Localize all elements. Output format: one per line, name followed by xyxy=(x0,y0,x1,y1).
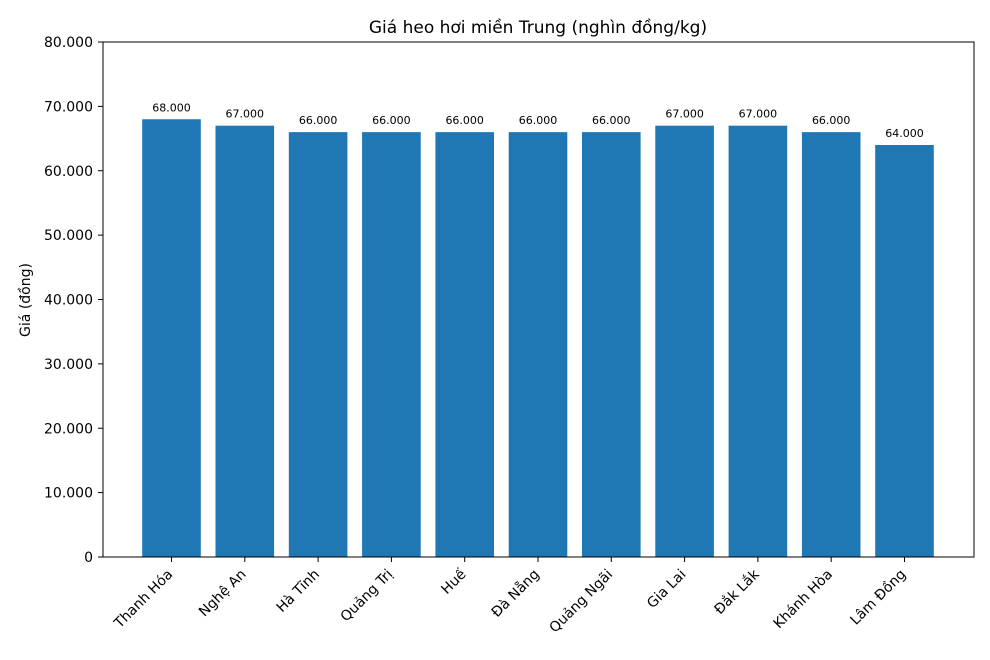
data-labels: 68.000 67.000 66.000 66.000 66.000 66.000 66.0… xyxy=(152,101,924,140)
bar-value-label: 66.000 xyxy=(372,114,411,127)
bar-value-label: 66.000 xyxy=(299,114,338,127)
x-tick-label: Nghệ An xyxy=(196,567,250,621)
y-tick-label: 40.000 xyxy=(44,293,93,309)
x-tick-label: Lâm Đồng xyxy=(847,566,910,629)
bar-value-label: 66.000 xyxy=(445,114,484,127)
x-axis-ticks: Thanh Hóa Nghệ An Hà Tĩnh Quảng Trị Huế Đà Nẵ… xyxy=(111,557,910,637)
bar-value-label: 67.000 xyxy=(739,108,778,121)
y-tick-label: 80.000 xyxy=(44,35,93,51)
y-tick-label: 70.000 xyxy=(44,99,93,115)
y-tick-label: 30.000 xyxy=(44,357,93,373)
x-tick-label: Đà Nẵng xyxy=(488,566,543,621)
plot-frame xyxy=(102,41,975,558)
y-tick-label: 60.000 xyxy=(44,164,93,180)
x-tick-label: Đắk Lắk xyxy=(711,565,764,618)
bar-value-label: 67.000 xyxy=(226,108,265,121)
bar xyxy=(288,132,348,557)
bar-value-label: 67.000 xyxy=(665,108,704,121)
bar xyxy=(582,132,641,557)
x-tick-label: Thanh Hóa xyxy=(111,567,177,633)
bar-value-label: 68.000 xyxy=(152,101,191,114)
y-axis-label: Giá (đồng) xyxy=(17,263,34,337)
bar xyxy=(728,125,788,557)
bar-value-label: 66.000 xyxy=(812,114,851,127)
chart-title: Giá heo hơi miền Trung (nghìn đồng/kg) xyxy=(369,17,707,38)
bar xyxy=(362,132,421,557)
bar xyxy=(875,145,934,557)
y-tick-label: 10.000 xyxy=(44,486,93,502)
x-tick-label: Huế xyxy=(438,566,470,598)
y-tick-label: 20.000 xyxy=(44,421,93,437)
y-axis-ticks: 0 10.000 20.000 30.000 40.000 50.000 60.000 70.… xyxy=(44,35,103,566)
bars xyxy=(142,119,934,557)
x-tick-label: Gia Lai xyxy=(644,567,689,612)
bar xyxy=(435,132,494,557)
bar xyxy=(655,125,714,557)
bar xyxy=(508,132,568,557)
x-tick-label: Quảng Trị xyxy=(338,567,397,626)
x-tick-label: Khánh Hòa xyxy=(771,567,836,632)
x-tick-label: Quảng Ngãi xyxy=(546,567,616,637)
bar-value-label: 64.000 xyxy=(885,127,924,140)
x-tick-label: Hà Tĩnh xyxy=(274,567,323,616)
bar xyxy=(142,119,201,557)
bar xyxy=(801,132,861,557)
bar xyxy=(215,125,275,557)
bar-value-label: 66.000 xyxy=(592,114,631,127)
y-tick-label: 0 xyxy=(84,550,93,566)
bar-value-label: 66.000 xyxy=(519,114,558,127)
y-tick-label: 50.000 xyxy=(44,228,93,244)
